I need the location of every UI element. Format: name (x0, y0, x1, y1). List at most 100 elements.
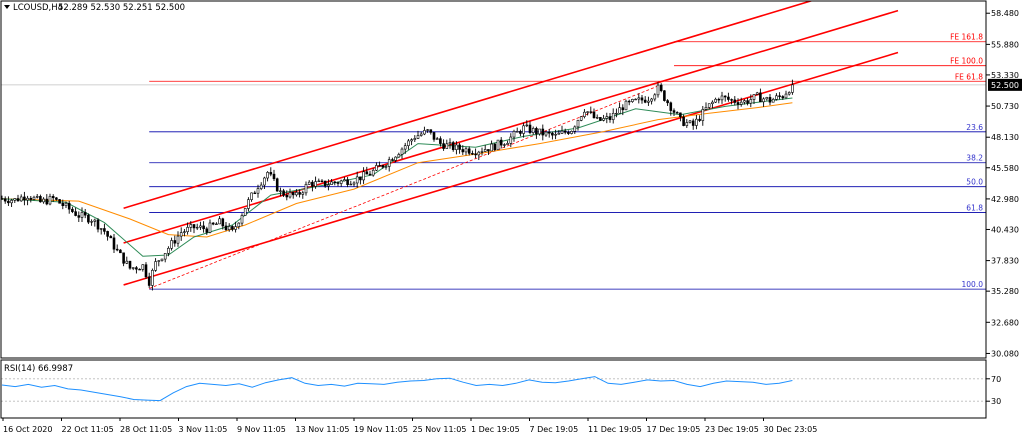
candle-body (688, 120, 692, 123)
rsi-plot-area[interactable] (1, 376, 986, 402)
candle-body (631, 99, 634, 102)
candle-body (211, 222, 215, 225)
candle-body (586, 111, 589, 113)
candle-body (663, 90, 666, 101)
candle-body (784, 93, 788, 99)
candle-body (263, 177, 266, 186)
candle-body (451, 142, 455, 150)
candle-body (378, 165, 381, 167)
candle-body (93, 219, 97, 222)
candle-body (496, 139, 500, 151)
candle-body (535, 128, 538, 135)
candle-body (448, 142, 452, 145)
candle-body (186, 227, 189, 233)
candle-body (144, 264, 148, 278)
main-plot-frame (0, 0, 987, 359)
candle-body (419, 133, 423, 136)
candle-body (247, 199, 250, 209)
candle-body (19, 196, 23, 202)
candle-body (122, 252, 125, 264)
fibonacci-expansion-label: FE 100.0 (950, 57, 983, 66)
candle-body (320, 180, 324, 183)
candle-body (602, 118, 605, 121)
candle-body (317, 180, 321, 183)
candle-body (560, 130, 564, 134)
dropdown-triangle-icon[interactable] (4, 5, 10, 9)
candle-body (176, 235, 180, 244)
candle-body (627, 100, 631, 103)
candle-body (192, 224, 196, 229)
candle-body (490, 143, 493, 152)
candle-body (138, 268, 141, 271)
candle-body (304, 184, 308, 194)
candle-body (131, 267, 135, 269)
candle-body (99, 228, 103, 230)
candle-body (384, 166, 388, 168)
candle-body (570, 131, 573, 134)
candle-body (551, 132, 554, 136)
candle-body (605, 116, 609, 119)
y-axis-tick-label: 30.080 (991, 349, 1019, 358)
candle-body (282, 190, 285, 196)
candle-body (253, 192, 257, 195)
candle-body (1, 198, 4, 200)
candle-body (522, 125, 525, 134)
candle-body (765, 97, 769, 100)
candle-body (272, 173, 276, 180)
candle-body (215, 223, 218, 225)
candle-body (154, 261, 157, 271)
candle-body (288, 192, 292, 198)
candle-body (573, 126, 577, 132)
candle-body (141, 264, 145, 270)
channel-line-middle[interactable] (123, 9, 899, 244)
candle-body (599, 117, 602, 121)
candle-body (199, 225, 202, 228)
candle-body (167, 247, 170, 254)
candle-body (471, 153, 474, 155)
candle-body (736, 102, 740, 105)
candle-body (714, 98, 717, 103)
candle-body (205, 228, 209, 233)
candle-body (243, 208, 247, 216)
candle-body (16, 198, 20, 202)
candle-body (339, 180, 343, 184)
channel-line-upper[interactable] (123, 0, 898, 210)
candle-body (55, 197, 58, 200)
main-plot-area[interactable]: 23.6 38.2 50.0 61.8 100.0 FE 161.8 FE 100.0 FE … (1, 0, 986, 291)
y-axis-tick-label: 35.280 (991, 287, 1019, 296)
candle-body (147, 276, 151, 286)
candle-body (775, 95, 778, 100)
channel-line-lower[interactable] (123, 51, 899, 286)
candle-body (621, 107, 625, 111)
candle-body (13, 198, 17, 201)
candle-body (659, 84, 663, 92)
candle-body (400, 148, 404, 155)
candle-body (608, 116, 612, 120)
candle-body (611, 112, 615, 120)
candle-body (691, 120, 695, 126)
candle-body (275, 178, 279, 192)
x-axis-tick-label: 19 Nov 11:05 (354, 425, 408, 434)
price-tag (988, 78, 1022, 91)
candle-body (672, 110, 676, 113)
candle-body (234, 226, 237, 230)
candle-body (51, 196, 55, 199)
candle-body (669, 102, 673, 111)
candle-body (679, 112, 682, 118)
candle-body (589, 111, 593, 113)
candle-body (579, 116, 583, 121)
candle-body (381, 165, 385, 168)
candle-body (87, 214, 90, 223)
candle-body (512, 131, 516, 138)
candle-body (595, 117, 599, 119)
x-axis-tick-label: 3 Nov 11:05 (179, 425, 228, 434)
candle-body (173, 240, 177, 244)
candle-body (499, 139, 503, 146)
candle-body (435, 138, 439, 140)
trend-dashed-line (149, 85, 659, 289)
candle-body (739, 101, 743, 105)
candle-body (327, 184, 330, 187)
candle-body (250, 192, 253, 200)
